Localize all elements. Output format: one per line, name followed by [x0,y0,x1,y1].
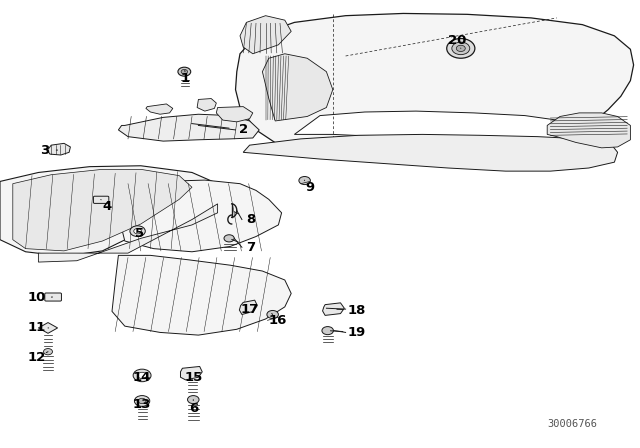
Polygon shape [112,255,291,335]
Text: 3: 3 [40,143,49,157]
Text: 10: 10 [28,291,46,305]
Polygon shape [240,16,291,54]
Text: 4: 4 [103,199,112,213]
Polygon shape [239,300,257,314]
Polygon shape [146,104,173,114]
Text: 19: 19 [348,326,366,339]
Polygon shape [38,323,58,333]
Polygon shape [118,114,259,141]
Circle shape [138,372,147,379]
Circle shape [134,396,150,406]
Text: 13: 13 [133,397,151,411]
Text: 8: 8 [246,213,255,226]
FancyBboxPatch shape [45,293,61,301]
FancyBboxPatch shape [93,196,109,203]
Text: 11: 11 [28,321,46,335]
Circle shape [452,42,470,55]
Circle shape [130,226,145,237]
Polygon shape [323,303,344,315]
Circle shape [322,327,333,335]
Text: 14: 14 [133,370,151,384]
Text: 30006766: 30006766 [548,419,598,429]
Text: 6: 6 [189,402,198,415]
Polygon shape [262,54,333,121]
Polygon shape [0,166,218,256]
Circle shape [267,310,278,319]
Circle shape [133,369,151,382]
Circle shape [299,177,310,185]
Polygon shape [216,107,253,122]
Text: 15: 15 [184,370,202,384]
Circle shape [178,67,191,76]
Polygon shape [236,13,634,158]
Polygon shape [118,180,282,252]
Circle shape [456,45,465,52]
Circle shape [134,228,141,234]
Text: 7: 7 [246,241,255,254]
Text: 2: 2 [239,123,248,137]
Circle shape [181,69,188,74]
Circle shape [224,235,234,242]
Polygon shape [294,111,576,142]
Polygon shape [38,204,218,262]
Text: 16: 16 [269,314,287,327]
Circle shape [138,398,146,404]
Text: 17: 17 [241,302,259,316]
Polygon shape [547,113,630,148]
Text: 20: 20 [449,34,467,47]
Polygon shape [13,169,192,251]
Text: 18: 18 [348,303,366,317]
Text: 5: 5 [135,227,144,241]
Polygon shape [243,134,618,171]
Polygon shape [197,99,216,111]
Polygon shape [180,366,202,380]
Text: 1: 1 [181,72,190,85]
Circle shape [188,396,199,404]
Circle shape [44,349,52,355]
Circle shape [447,39,475,58]
Polygon shape [47,143,70,155]
Text: 9: 9 [305,181,314,194]
Text: 12: 12 [28,351,46,364]
